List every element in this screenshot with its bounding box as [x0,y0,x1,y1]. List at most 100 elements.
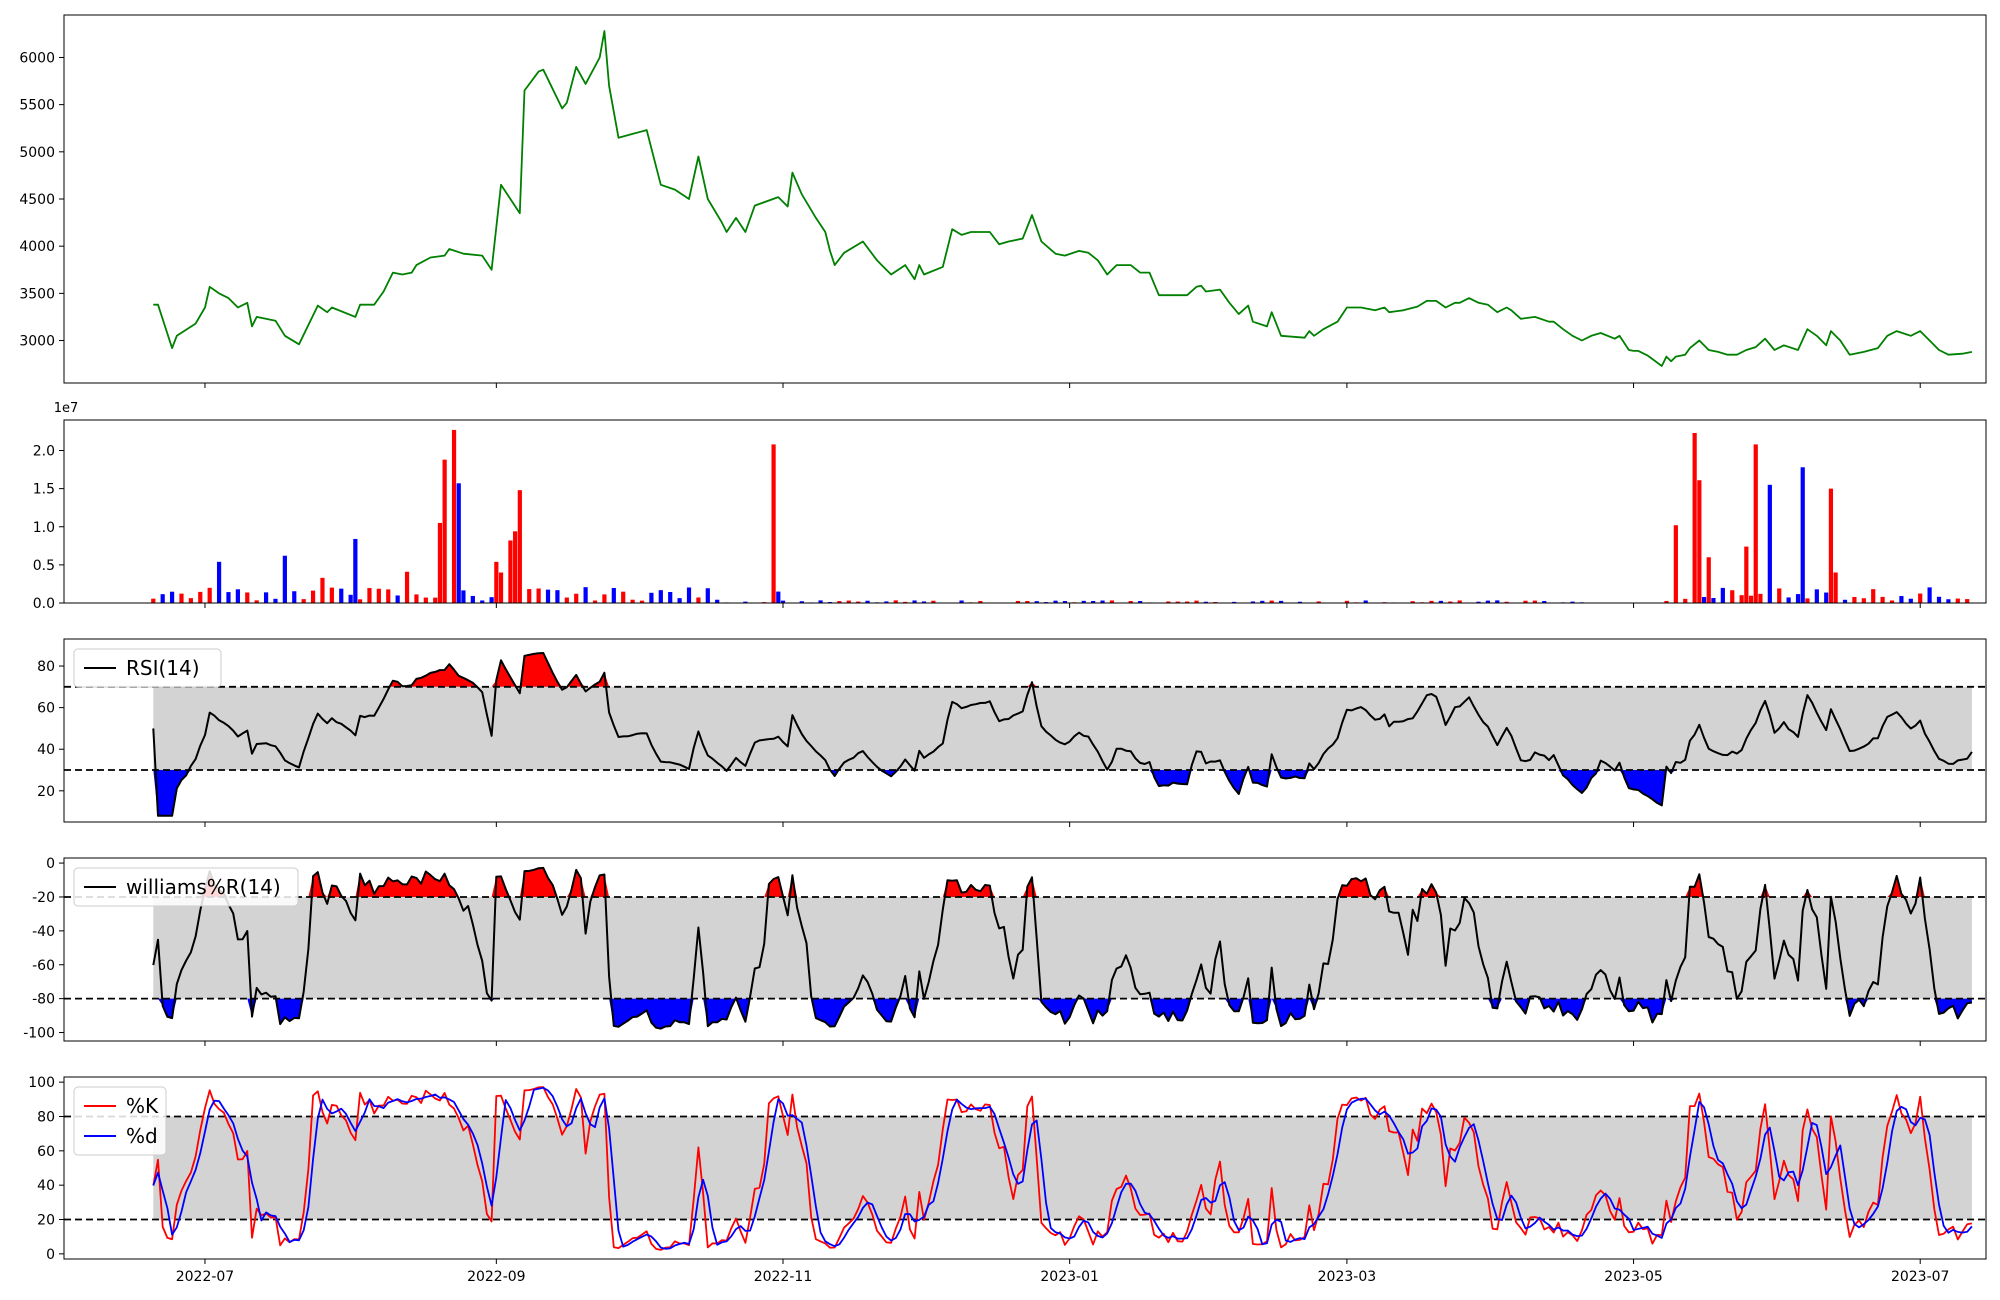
volume-bar [1504,601,1509,603]
stochastic-xtick-label: 2023-07 [1891,1269,1950,1285]
volume-bar [1128,601,1133,603]
volume-bar [433,597,438,603]
volume-bar [668,591,673,603]
price-series-line [153,30,1973,367]
volume-bar [1344,600,1349,603]
volume-bar [574,593,579,603]
volume-bar [151,598,156,603]
volume-bar [414,594,419,603]
volume-bar [1824,592,1829,603]
volume-bar [1711,598,1716,603]
volume-bar [959,600,964,603]
volume-bar [1260,600,1265,603]
volume-bar [301,599,306,603]
volume-bar [198,591,203,603]
volume-bar [395,595,400,603]
volume-bar [1476,601,1481,603]
volume-bar [1852,596,1857,603]
volume-ytick-label: 1.5 [33,482,55,498]
stochastic-ytick-label: 100 [28,1075,55,1091]
volume-bar [1100,600,1105,603]
volume-bar [564,597,569,603]
volume-bar [423,597,428,603]
volume-bar [837,601,842,603]
volume-bar [1683,598,1688,603]
rsi-ytick-label: 20 [37,784,55,800]
rsi-line [152,652,1973,817]
volume-bar [621,591,626,603]
stochastic-legend-label: %K [126,1094,159,1118]
volume-bar [1138,601,1143,603]
volume-bar [1673,525,1678,603]
volume-bar [1269,600,1274,603]
volume-bar [1692,432,1697,603]
volume-bar [1457,600,1462,603]
stochastic-neutral-band [153,1116,1972,1220]
rsi-legend [73,648,222,688]
volume-bar [207,587,212,603]
volume-bar [818,600,823,603]
volume-bar [776,591,781,603]
volume-bar [1034,601,1039,603]
volume-bar [1786,597,1791,603]
rsi-axes-frame [63,638,1987,823]
volume-bar [310,590,316,603]
stochastic-ytick-label: 60 [37,1144,55,1160]
stochastic-xtick-label: 2022-11 [754,1269,813,1285]
volume-bar [320,577,325,603]
stochastic-xtick-label: 2022-09 [467,1269,526,1285]
williams-legend [73,867,299,907]
volume-bar [1936,596,1942,603]
volume-bar [1438,600,1443,603]
volume-bar [799,601,804,603]
volume-bar [1730,590,1735,603]
williams-neutral-band [153,896,1972,999]
volume-bar [1889,600,1895,603]
rsi-ytick-label: 40 [37,742,55,758]
volume-bar [978,600,983,603]
volume-bar [1279,600,1284,603]
volume-bar [1833,572,1838,603]
volume-bar [545,589,551,603]
volume-bar [451,429,457,603]
volume-bar [245,592,250,603]
volume-bar [1955,598,1960,603]
volume-bar [1448,601,1453,603]
volume-bar [1185,601,1190,603]
rsi-legend-label: RSI(14) [126,656,200,680]
williams-ytick-label: -40 [32,924,55,940]
price-ytick-label: 4000 [19,239,55,255]
volume-bar [1410,601,1415,603]
volume-bar [329,587,334,603]
price-ytick-label: 3500 [19,286,55,302]
volume-bar [1918,593,1923,603]
volume-bar [513,531,518,603]
price-ytick-label: 6000 [19,50,55,66]
volume-bar [1753,444,1758,603]
price-ytick-label: 4500 [19,192,55,208]
chart-layer: 30003500400045005000550060000.00.51.01.5… [19,14,1987,1285]
volume-bar [1871,589,1876,603]
williams-ytick-label: -60 [32,958,55,974]
volume-bar [555,590,560,603]
volume-bar [1842,599,1848,603]
volume-bar [903,601,908,603]
volume-bar [1880,596,1885,603]
williams-overbought-fill [153,867,1972,897]
williams-axes-frame [63,857,1987,1042]
williams-oversold-fill [153,998,1972,1029]
volume-bar [1062,601,1068,603]
volume-bar [1194,600,1199,603]
volume-bar [1805,598,1810,603]
volume-bar [1927,587,1932,603]
volume-bar [1739,595,1744,603]
stochastic-ytick-label: 20 [37,1213,55,1229]
volume-bar [169,591,175,603]
volume-bar [1203,601,1209,603]
volume-axes-frame [63,419,1987,604]
volume-bar [846,600,851,603]
rsi-ytick-label: 80 [37,659,55,675]
stochastic-ytick-label: 40 [37,1178,55,1194]
volume-bar [494,561,499,603]
williams-ytick-label: -80 [32,992,55,1008]
